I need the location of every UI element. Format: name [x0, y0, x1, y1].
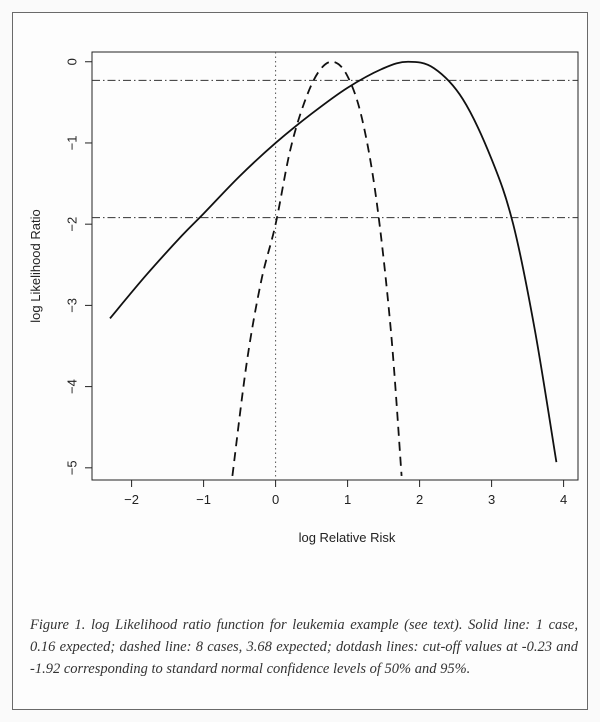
x-tick-label: 1 — [344, 492, 351, 507]
x-tick-label: 4 — [560, 492, 567, 507]
plot-frame — [91, 51, 579, 481]
series-solid-line — [109, 60, 558, 463]
figure-border — [12, 12, 588, 710]
y-axis-label: log Likelihood Ratio — [28, 209, 43, 322]
y-tick-label: −5 — [65, 460, 80, 475]
series-dashed-line — [231, 60, 403, 477]
y-tick-label: −3 — [65, 298, 80, 313]
likelihood-chart: −2 −1 0 1 2 3 4 0 −1 −2 −3 −4 −5 log Relative Risk log… — [28, 51, 579, 545]
x-tick-label: 3 — [488, 492, 495, 507]
x-tick-label: 0 — [272, 492, 279, 507]
y-tick-label: −4 — [65, 379, 80, 394]
y-tick-label: −2 — [65, 217, 80, 232]
figure-caption: Figure 1. log Likelihood ratio function … — [30, 617, 578, 677]
x-tick-label: −2 — [124, 492, 139, 507]
y-tick-label: 0 — [65, 58, 80, 65]
x-axis-label: log Relative Risk — [299, 530, 396, 545]
x-tick-label: 2 — [416, 492, 423, 507]
y-tick-label: −1 — [65, 136, 80, 151]
x-tick-label: −1 — [196, 492, 211, 507]
